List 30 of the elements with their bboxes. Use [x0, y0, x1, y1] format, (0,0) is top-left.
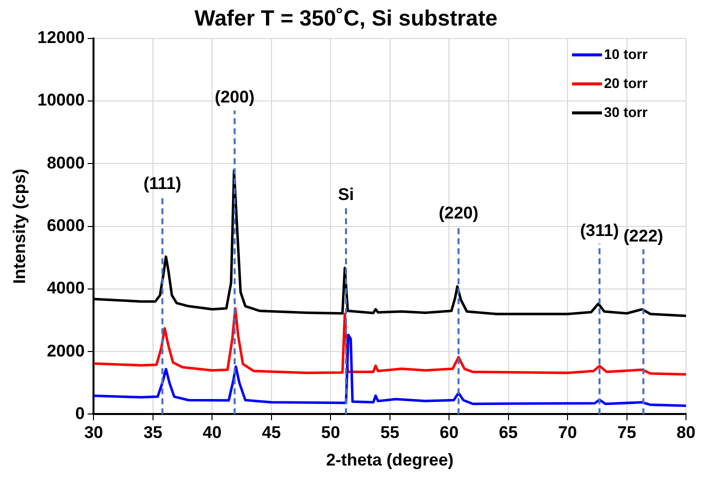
- x-tick-label: 65: [498, 423, 518, 442]
- x-tick-label: 60: [440, 423, 459, 442]
- annotation: (111): [143, 174, 182, 193]
- chart-title: Wafer T = 350˚C, Si substrate: [194, 5, 498, 30]
- x-tick-label: 50: [321, 423, 340, 442]
- y-tick-label: 6000: [46, 216, 85, 235]
- x-tick-label: 70: [558, 423, 577, 442]
- x-tick-label: 55: [380, 423, 400, 442]
- y-tick-label: 4000: [46, 278, 85, 298]
- x-tick-label: 45: [262, 423, 281, 442]
- y-axis-title: Intensity (cps): [10, 168, 29, 284]
- x-tick-label: 30: [84, 423, 104, 442]
- x-tick-label: 35: [143, 423, 162, 442]
- x-tick-label: 75: [617, 423, 636, 442]
- y-tick-label: 8000: [46, 153, 85, 172]
- annotation: Si: [338, 185, 354, 204]
- y-tick-label: 12000: [37, 28, 85, 48]
- legend-label: 30 torr: [604, 104, 648, 120]
- annotation: (222): [624, 226, 664, 246]
- annotation: (311): [580, 220, 619, 240]
- y-tick-label: 0: [75, 404, 85, 423]
- y-tick-label: 2000: [46, 341, 85, 360]
- x-axis-title: 2-theta (degree): [326, 450, 454, 470]
- annotation: (220): [438, 204, 478, 223]
- annotation: (200): [214, 88, 254, 107]
- x-tick-label: 40: [202, 423, 222, 442]
- legend-label: 20 torr: [604, 74, 648, 91]
- x-tick-label: 80: [676, 423, 696, 442]
- legend-label: 10 torr: [604, 46, 648, 62]
- y-tick-label: 10000: [37, 90, 85, 110]
